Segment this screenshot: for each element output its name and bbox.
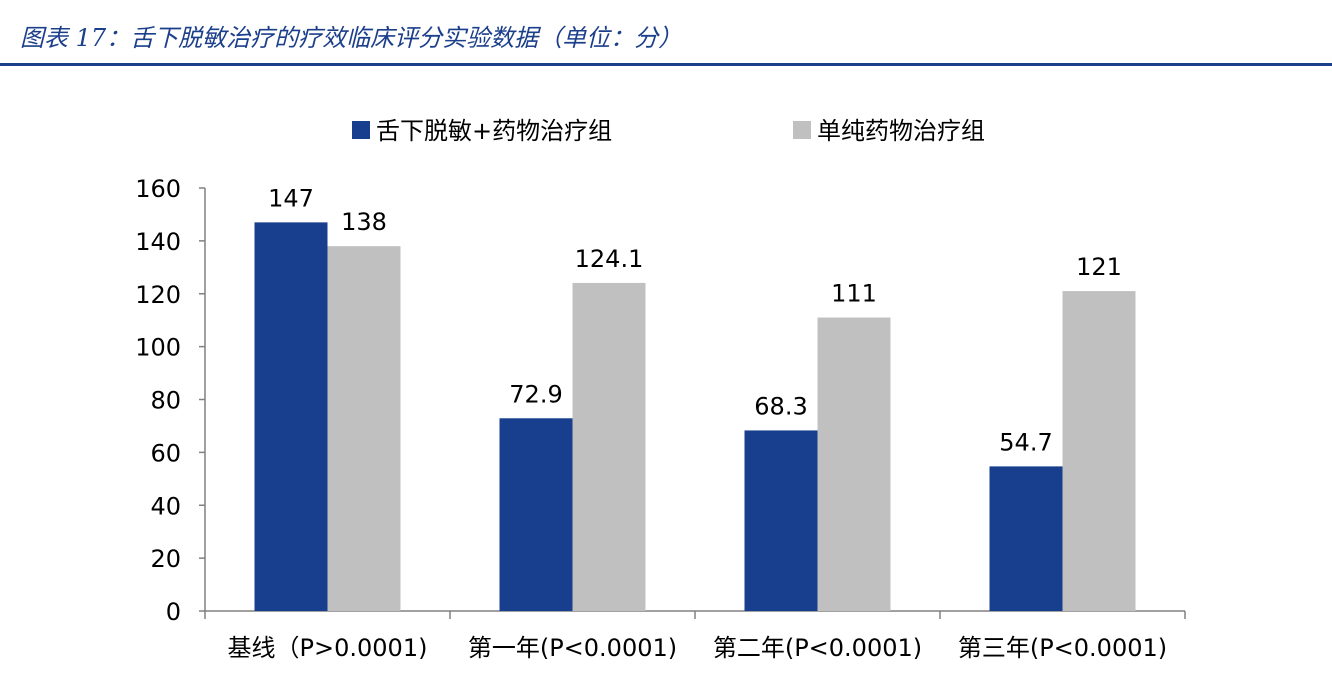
bar-series-2 [572, 282, 646, 611]
bar-series-1 [744, 430, 818, 611]
x-category-label: 第二年(P<0.0001) [713, 634, 922, 662]
bar-series-1 [254, 222, 328, 611]
y-tick-label: 100 [135, 334, 181, 362]
legend-label-series-1: 舌下脱敏+药物治疗组 [376, 117, 612, 145]
bar-series-2 [327, 246, 401, 611]
y-tick-label: 160 [135, 175, 181, 203]
data-label-series-2: 111 [831, 280, 877, 308]
y-tick-label: 120 [135, 281, 181, 309]
legend-swatch-series-2 [793, 121, 811, 139]
x-category-label: 第三年(P<0.0001) [958, 634, 1167, 662]
bar-series-1 [989, 466, 1063, 611]
figure-title: 图表 17：舌下脱敏治疗的疗效临床评分实验数据（单位：分） [20, 24, 683, 52]
y-axis: 0 20 40 60 80 100 120 140 160 [135, 175, 206, 626]
data-label-series-1: 54.7 [999, 428, 1052, 456]
data-label-series-2: 124.1 [575, 245, 644, 273]
y-tick-label: 140 [135, 228, 181, 256]
y-tick-label: 0 [166, 598, 181, 626]
bar-series-2 [1062, 291, 1136, 611]
y-tick-label: 20 [150, 545, 181, 573]
data-label-series-1: 68.3 [754, 392, 807, 420]
bar-series-1 [499, 418, 573, 611]
data-label-series-1: 72.9 [509, 380, 562, 408]
figure-header: 图表 17：舌下脱敏治疗的疗效临床评分实验数据（单位：分） [0, 0, 1332, 66]
bar-series-2 [817, 317, 891, 611]
x-category-label: 第一年(P<0.0001) [468, 634, 677, 662]
legend-swatch-series-1 [352, 121, 370, 139]
data-label-series-2: 138 [341, 208, 387, 236]
y-tick-label: 40 [150, 492, 181, 520]
data-label-series-2: 121 [1076, 253, 1122, 281]
bars [254, 222, 1136, 611]
y-tick-label: 60 [150, 439, 181, 467]
legend-label-series-2: 单纯药物治疗组 [817, 117, 985, 145]
chart-legend: 舌下脱敏+药物治疗组 单纯药物治疗组 [352, 117, 985, 145]
x-axis: 基线（P>0.0001) 第一年(P<0.0001) 第二年(P<0.0001) 第三… [204, 610, 1186, 662]
data-label-series-1: 147 [268, 184, 314, 212]
data-labels: 147 138 72.9 124.1 68.3 111 54.7 121 [268, 184, 1122, 456]
y-tick-label: 80 [150, 387, 181, 415]
x-category-label: 基线（P>0.0001) [228, 634, 428, 662]
